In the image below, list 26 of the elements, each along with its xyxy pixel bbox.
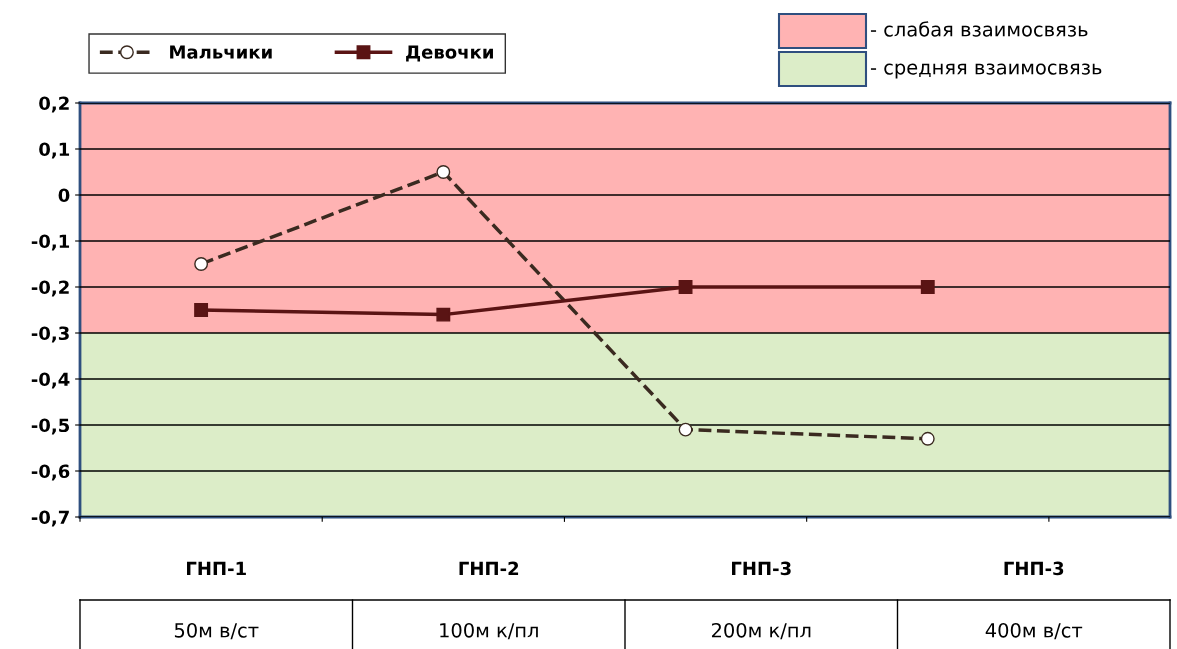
legend-label: - средняя взаимосвязь: [870, 63, 1102, 79]
point: [920, 431, 935, 446]
category-label: ГНП-1 50м в/ст: [174, 561, 259, 640]
category-label: ГНП-3 400м в/ст: [985, 561, 1083, 640]
point: [194, 257, 209, 271]
point: [436, 165, 451, 179]
point: [920, 280, 935, 294]
y-tick-label: -0,4: [31, 372, 70, 389]
y-tick-label: -0,7: [31, 510, 69, 527]
y-tick-label: -0,1: [31, 234, 70, 251]
y-tick-label: 0,1: [39, 142, 70, 159]
y-tick-label: -0,6: [31, 464, 70, 481]
y-tick-label: 0: [58, 188, 70, 203]
category-label: ГНП-2 100м к/пл: [440, 561, 538, 640]
category-label: ГНП-3 200м к/пл: [711, 561, 811, 640]
y-tick-label: 0,2: [39, 96, 69, 113]
point: [194, 303, 209, 317]
legend-label: Мальчики: [170, 45, 272, 59]
legend-label: - слабая взаимосвязь: [870, 21, 1088, 37]
y-tick-label: -0,3: [31, 326, 69, 343]
point: [436, 307, 451, 322]
legend-label: Девочки: [406, 45, 493, 62]
point: [678, 422, 693, 437]
y-tick-label: -0,5: [31, 418, 70, 435]
y-tick-label: -0,2: [31, 280, 69, 297]
point: [678, 280, 693, 294]
